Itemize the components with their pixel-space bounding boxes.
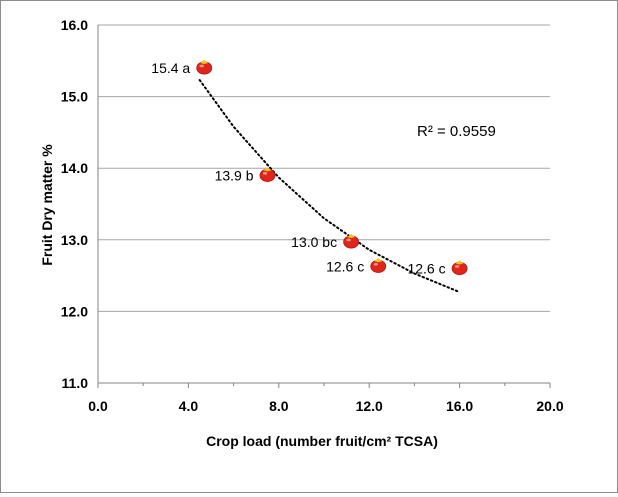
y-tick-label: 11.0 (62, 375, 89, 391)
data-label: 13.9 b (215, 167, 254, 183)
tomato-stem-icon (374, 258, 383, 263)
tomato-stem-icon (263, 167, 272, 172)
tomato-highlight (373, 262, 378, 266)
trendline-group (198, 79, 461, 294)
y-tick-label: 13.0 (61, 232, 88, 248)
y-axis-title: Fruit Dry matter % (39, 144, 55, 266)
x-tick-label: 12.0 (356, 398, 383, 414)
data-point-marker (370, 258, 387, 273)
tomato-stem-icon (455, 260, 464, 265)
data-label: 15.4 a (151, 60, 190, 76)
y-tick-label: 14.0 (61, 160, 88, 176)
r-squared-annotation: R² = 0.9559 (417, 123, 496, 140)
tomato-highlight (346, 238, 351, 242)
x-tick-label: 8.0 (269, 398, 289, 414)
data-point-marker (196, 59, 213, 75)
tomato-stem-icon (347, 233, 356, 238)
data-label: 13.0 bc (291, 234, 337, 250)
data-label: 12.6 c (326, 258, 364, 274)
x-tick-label: 4.0 (179, 398, 199, 414)
data-point-marker (343, 233, 360, 249)
x-tick-label: 16.0 (446, 398, 473, 414)
y-tick-label: 16.0 (61, 17, 88, 33)
x-axis-title: Crop load (number fruit/cm² TCSA) (206, 433, 438, 449)
trendline (198, 79, 461, 294)
tomato-highlight (262, 172, 268, 175)
tomato-highlight (199, 64, 204, 68)
data-points: 15.4 a 13.9 b 13.0 bc 12.6 c 12.6 c (151, 59, 468, 276)
x-tick-label: 20.0 (536, 398, 563, 414)
y-tick-label: 15.0 (61, 89, 88, 105)
x-tick-label: 0.0 (88, 398, 108, 414)
gridlines (98, 24, 550, 312)
tomato-highlight (454, 265, 460, 268)
data-point-marker (451, 260, 468, 276)
data-point-marker (259, 167, 276, 182)
tomato-stem-icon (200, 59, 209, 64)
axes: 11.0 12.0 13.0 14.0 15.0 16.0 0.0 4.0 8.0 12.0 16.… (61, 17, 564, 414)
data-label: 12.6 c (407, 260, 445, 276)
y-tick-label: 12.0 (61, 303, 88, 319)
